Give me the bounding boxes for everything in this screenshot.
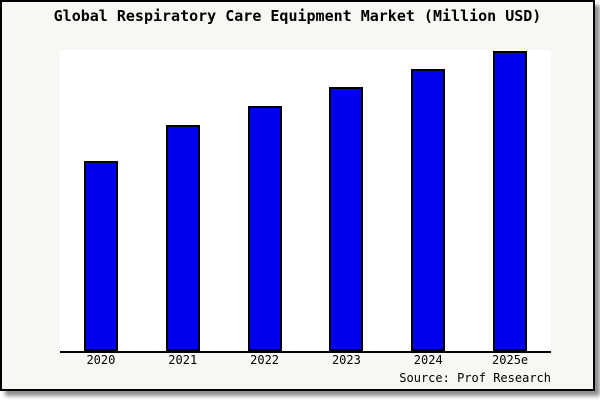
x-tick-label-2022: 2022: [250, 353, 280, 367]
bar-2025e: [493, 51, 528, 351]
chart-title: Global Respiratory Care Equipment Market…: [53, 7, 542, 25]
bar-2021: [165, 125, 200, 351]
bar-2024: [411, 69, 446, 351]
x-tick-label-2020: 2020: [86, 353, 116, 367]
x-tick-label-2025e: 2025e: [492, 353, 529, 367]
bar-2022: [247, 106, 282, 351]
bar-2020: [83, 161, 118, 351]
chart-frame: Global Respiratory Care Equipment Market…: [0, 0, 595, 391]
source-credit: Source: Prof Research: [399, 371, 551, 385]
bar-2023: [329, 87, 364, 351]
x-tick-label-2021: 2021: [168, 353, 198, 367]
x-tick-label-2023: 2023: [331, 353, 361, 367]
x-tick-label-2024: 2024: [413, 353, 443, 367]
x-axis-labels: 2020 2021 2022 2023 2024 2025e: [2, 2, 593, 389]
plot-area: [60, 50, 551, 353]
